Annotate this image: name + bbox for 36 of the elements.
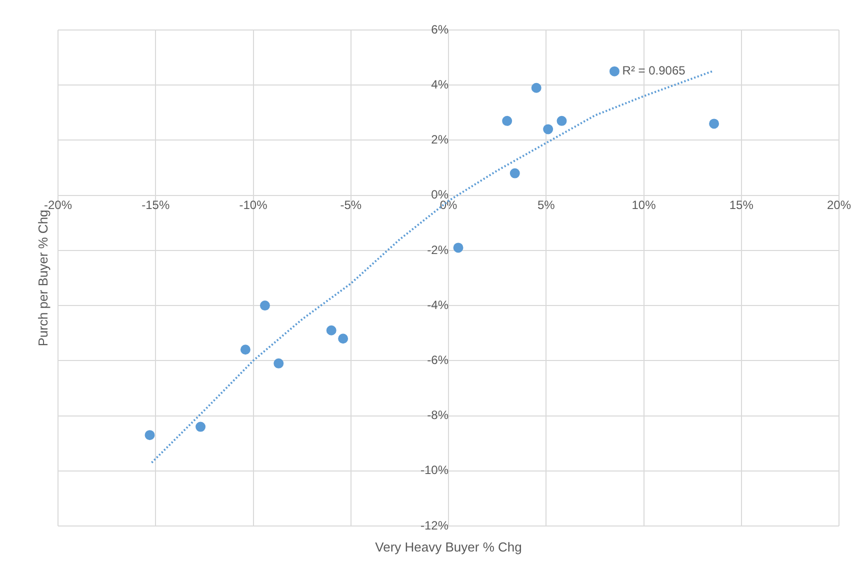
point (502, 116, 512, 126)
y-tick-label: 4% (431, 77, 449, 92)
point (196, 422, 206, 432)
x-tick-label: -20% (44, 198, 72, 212)
point (326, 325, 336, 336)
y-tick-label: 6% (431, 22, 449, 36)
y-axis-title: Purch per Buyer % Chg (36, 210, 51, 346)
x-tick-label: -5% (340, 198, 362, 212)
point (338, 334, 348, 344)
x-axis-title: Very Heavy Buyer % Chg (375, 540, 522, 555)
x-tick-label: -10% (239, 198, 268, 212)
x-tick-label: 5% (537, 198, 556, 212)
point (144, 430, 155, 440)
point (510, 168, 520, 178)
y-tick-label: 0% (431, 188, 449, 202)
x-tick-label: -15% (142, 198, 170, 212)
y-tick-label: -4% (427, 298, 449, 312)
y-tick-label: -8% (427, 408, 449, 422)
point (531, 82, 542, 93)
annotation: R² = 0.9065 (622, 64, 686, 78)
x-tick-label: 20% (826, 198, 852, 212)
point (240, 344, 250, 355)
x-tick-label: 15% (729, 198, 754, 212)
y-tick-label: 2% (431, 132, 449, 147)
y-tick-label: -12% (420, 518, 449, 532)
point (453, 242, 464, 253)
y-tick-label: -6% (427, 352, 449, 367)
x-tick-label: 10% (632, 198, 656, 212)
point (274, 358, 284, 368)
y-tick-label: -10% (420, 463, 449, 478)
point (709, 118, 720, 129)
point (543, 124, 554, 134)
y-tick-label: -2% (427, 242, 449, 257)
point (609, 66, 620, 76)
point (260, 300, 270, 311)
point (556, 116, 567, 126)
